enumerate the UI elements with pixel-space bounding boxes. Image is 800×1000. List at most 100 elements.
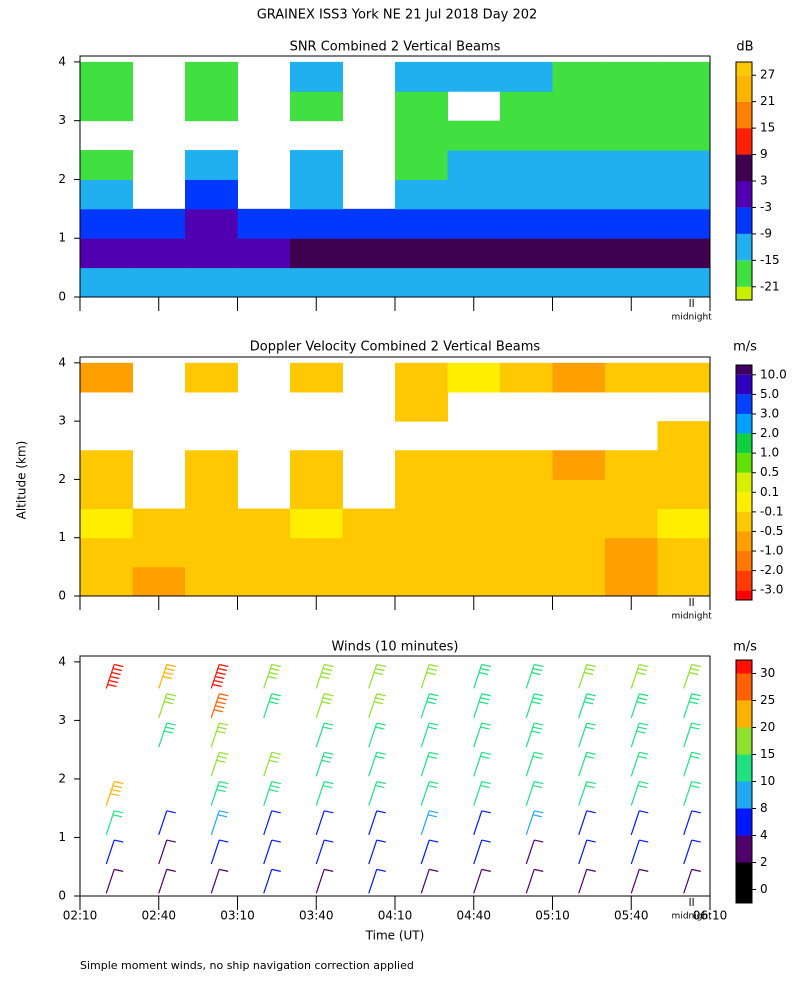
wind-barb [105, 780, 124, 806]
wind-barb [473, 751, 491, 777]
panel-title: Winds (10 minutes) [331, 640, 458, 655]
wind-barb [368, 868, 386, 894]
wind-barb [473, 868, 491, 894]
wind-barb [683, 839, 701, 865]
colorbar-segment [736, 727, 752, 755]
heat-cell [657, 238, 711, 269]
heat-cell [395, 362, 448, 393]
midnight-marker [689, 898, 694, 906]
heat-cell [342, 537, 396, 568]
heat-cell [657, 421, 711, 451]
wind-barb [105, 663, 124, 689]
y-tick-label: 3 [58, 113, 66, 127]
heat-cell [80, 362, 133, 393]
heat-cell [395, 391, 448, 422]
wind-barb [420, 751, 439, 777]
heat-cell [185, 208, 238, 239]
wind-barb [473, 810, 491, 836]
wind-barb [683, 663, 701, 689]
wind-barb [158, 663, 176, 689]
heat-cell [552, 91, 606, 122]
heat-cell [605, 508, 658, 539]
wind-barb [473, 780, 491, 806]
heat-cell [552, 238, 606, 269]
x-tick-label: 03:40 [299, 909, 334, 923]
y-tick-label: 3 [58, 713, 66, 727]
colorbar-title: dB [736, 40, 753, 55]
heat-cell [447, 479, 501, 510]
heat-cell [552, 479, 606, 510]
colorbar-label: 2 [760, 855, 768, 869]
wind-barb [368, 663, 386, 689]
plot-area [105, 663, 701, 894]
heat-cell [605, 537, 658, 568]
heat-cell [552, 179, 606, 210]
colorbar-label: 3 [760, 174, 768, 188]
heat-cell [132, 566, 186, 597]
heat-cell [395, 120, 448, 151]
x-tick-label: 04:10 [378, 909, 413, 923]
heat-cell [552, 120, 606, 151]
heat-cell [605, 208, 658, 239]
heat-cell [605, 267, 658, 298]
wind-barb [368, 780, 386, 806]
wind-barb [683, 810, 701, 836]
heat-cell [500, 61, 553, 92]
wind-barb [263, 663, 281, 689]
colorbar-segment [736, 492, 752, 512]
heat-cell [657, 479, 711, 510]
heat-cell [342, 208, 396, 239]
heat-cell [80, 566, 133, 597]
heat-cell [80, 508, 133, 539]
heat-cell [342, 267, 396, 298]
wind-barb [368, 693, 386, 718]
x-axis-label: Time (UT) [365, 929, 425, 943]
heat-cell [185, 91, 238, 122]
heat-cell [237, 208, 291, 239]
y-tick-label: 2 [58, 771, 66, 785]
colorbar-label: 8 [760, 801, 768, 815]
heat-cell [500, 537, 553, 568]
colorbar-segment [736, 700, 752, 728]
heat-cell [290, 267, 343, 298]
x-tick-label: 02:10 [63, 909, 98, 923]
colorbar-segment [736, 453, 752, 473]
x-tick-label: 04:40 [456, 909, 491, 923]
wind-barb [315, 839, 334, 865]
wind-barb [525, 693, 544, 718]
heat-cell [552, 362, 606, 393]
heat-cell [185, 238, 238, 269]
heat-cell [80, 450, 133, 480]
colorbar-title: m/s [733, 340, 757, 355]
heat-cell [185, 566, 238, 597]
colorbar-title: m/s [733, 640, 757, 655]
plot-area [80, 61, 711, 298]
heat-cell [500, 267, 553, 298]
colorbar-segment [736, 413, 752, 434]
heat-cell [657, 120, 711, 151]
heat-cell [185, 362, 238, 393]
colorbar-label: 5.0 [760, 387, 779, 401]
colorbar-segment [736, 781, 752, 809]
heat-cell [80, 150, 133, 180]
wind-barb [578, 751, 596, 777]
wind-barb [315, 868, 334, 894]
wind-barb [473, 722, 491, 748]
heat-cell [605, 479, 658, 510]
wind-barb [158, 868, 176, 894]
heat-cell [500, 450, 553, 480]
wind-barb [630, 663, 649, 689]
heat-cell [657, 150, 711, 180]
heat-cell [500, 179, 553, 210]
wind-barb [105, 868, 124, 894]
wind-barb [630, 751, 649, 777]
heat-cell [552, 150, 606, 180]
y-tick-label: 1 [58, 530, 66, 544]
y-tick-label: 1 [58, 830, 66, 844]
colorbar-segment [736, 374, 752, 395]
wind-barb [315, 810, 334, 836]
heat-cell [80, 179, 133, 210]
colorbar-label: -2.0 [760, 563, 783, 577]
heat-cell [552, 267, 606, 298]
colorbar-segment [736, 365, 752, 375]
